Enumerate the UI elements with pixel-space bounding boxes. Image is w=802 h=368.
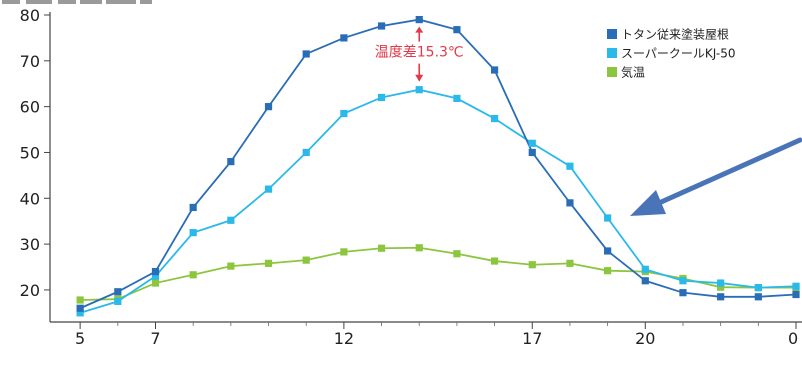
callout-arrow-shaft — [647, 137, 802, 210]
data-point-series-2 — [340, 248, 348, 256]
data-point-series-0 — [754, 293, 762, 301]
data-point-series-1 — [76, 309, 84, 317]
data-point-series-0 — [302, 50, 310, 58]
data-point-series-0 — [528, 148, 536, 157]
data-point-series-0 — [76, 304, 84, 312]
data-point-series-0 — [340, 34, 348, 42]
data-point-series-0 — [679, 289, 687, 297]
data-point-series-2 — [227, 262, 235, 270]
series-line-1 — [79, 88, 797, 314]
data-point-series-0 — [792, 290, 800, 299]
data-point-series-1 — [528, 139, 536, 147]
data-point-series-0 — [490, 66, 499, 74]
data-point-series-1 — [302, 148, 310, 157]
series-line-0 — [79, 18, 797, 310]
data-point-series-2 — [604, 267, 612, 275]
x-tick-label: 5 — [75, 329, 85, 348]
data-point-series-2 — [302, 256, 310, 264]
x-tick-label: 0 — [788, 329, 798, 348]
callout-arrow-head — [630, 190, 666, 216]
y-tick-label: 80 — [20, 6, 40, 25]
data-point-series-1 — [490, 114, 499, 123]
series-lines-group — [79, 18, 797, 314]
data-point-series-2 — [566, 259, 574, 267]
callout-arrow — [630, 137, 802, 216]
data-point-series-0 — [717, 293, 725, 301]
data-point-series-1 — [264, 185, 273, 193]
data-point-series-2 — [453, 250, 461, 258]
legend-label-0: トタン従来塗装屋根 — [621, 27, 729, 42]
data-point-series-1 — [792, 282, 800, 290]
annotation-up-arrow-head — [415, 26, 424, 33]
data-point-series-0 — [189, 203, 197, 212]
data-point-series-1 — [227, 216, 235, 224]
y-tick-label: 20 — [20, 281, 40, 300]
data-point-series-2 — [528, 261, 536, 269]
x-tick-label: 20 — [635, 329, 655, 348]
data-point-series-1 — [151, 272, 160, 280]
data-point-series-2 — [377, 244, 386, 252]
data-point-series-0 — [377, 22, 386, 30]
legend-swatch-1 — [607, 48, 617, 58]
data-point-series-2 — [415, 244, 423, 252]
annotation-down-arrow-head — [415, 74, 424, 82]
data-point-series-1 — [114, 297, 122, 305]
data-point-series-1 — [189, 229, 197, 237]
data-point-series-1 — [717, 279, 725, 287]
data-point-series-1 — [679, 277, 687, 285]
data-point-series-1 — [415, 86, 423, 94]
data-point-series-1 — [377, 93, 386, 102]
data-point-series-2 — [717, 283, 725, 291]
data-point-series-0 — [264, 103, 273, 111]
legend-label-2: 気温 — [621, 65, 645, 80]
data-point-series-2 — [189, 271, 197, 279]
data-point-series-2 — [76, 296, 84, 304]
y-tick-label: 30 — [20, 235, 40, 254]
data-point-series-1 — [566, 162, 574, 170]
data-point-series-1 — [453, 94, 461, 102]
clipped-top-text — [2, 0, 152, 4]
data-point-series-0 — [415, 15, 423, 24]
data-point-series-0 — [453, 26, 461, 34]
legend-label-1: スーパークールKJ-50 — [621, 47, 735, 61]
annotation-group: 温度差15.3℃ — [375, 26, 464, 82]
series-line-2 — [80, 246, 796, 301]
y-tick-label: 40 — [20, 189, 40, 208]
data-point-series-2 — [490, 257, 499, 265]
y-tick-label: 70 — [20, 52, 40, 71]
axes-group: 20 30 40 50 60 70 80 5 7 12 17 20 0 — [20, 6, 802, 348]
data-point-series-0 — [566, 199, 574, 207]
data-point-series-1 — [604, 214, 612, 222]
data-point-series-0 — [227, 158, 235, 166]
y-tick-label: 50 — [20, 143, 40, 162]
x-tick-label: 17 — [522, 329, 542, 348]
y-tick-label: 60 — [20, 98, 40, 117]
series-points-group — [76, 15, 800, 317]
data-point-series-2 — [264, 259, 273, 267]
legend-swatch-0 — [607, 29, 617, 39]
legend-swatch-2 — [607, 67, 617, 77]
data-point-series-0 — [641, 277, 649, 285]
data-point-series-1 — [340, 109, 348, 118]
data-point-series-0 — [151, 267, 160, 276]
data-point-series-1 — [754, 284, 762, 292]
data-point-series-1 — [641, 265, 649, 273]
data-point-series-0 — [604, 247, 612, 255]
annotation-label: 温度差15.3℃ — [375, 45, 464, 61]
x-tick-label: 12 — [334, 329, 354, 348]
data-point-series-2 — [151, 279, 160, 287]
x-tick-label: 7 — [150, 329, 160, 348]
data-point-series-0 — [114, 288, 122, 296]
